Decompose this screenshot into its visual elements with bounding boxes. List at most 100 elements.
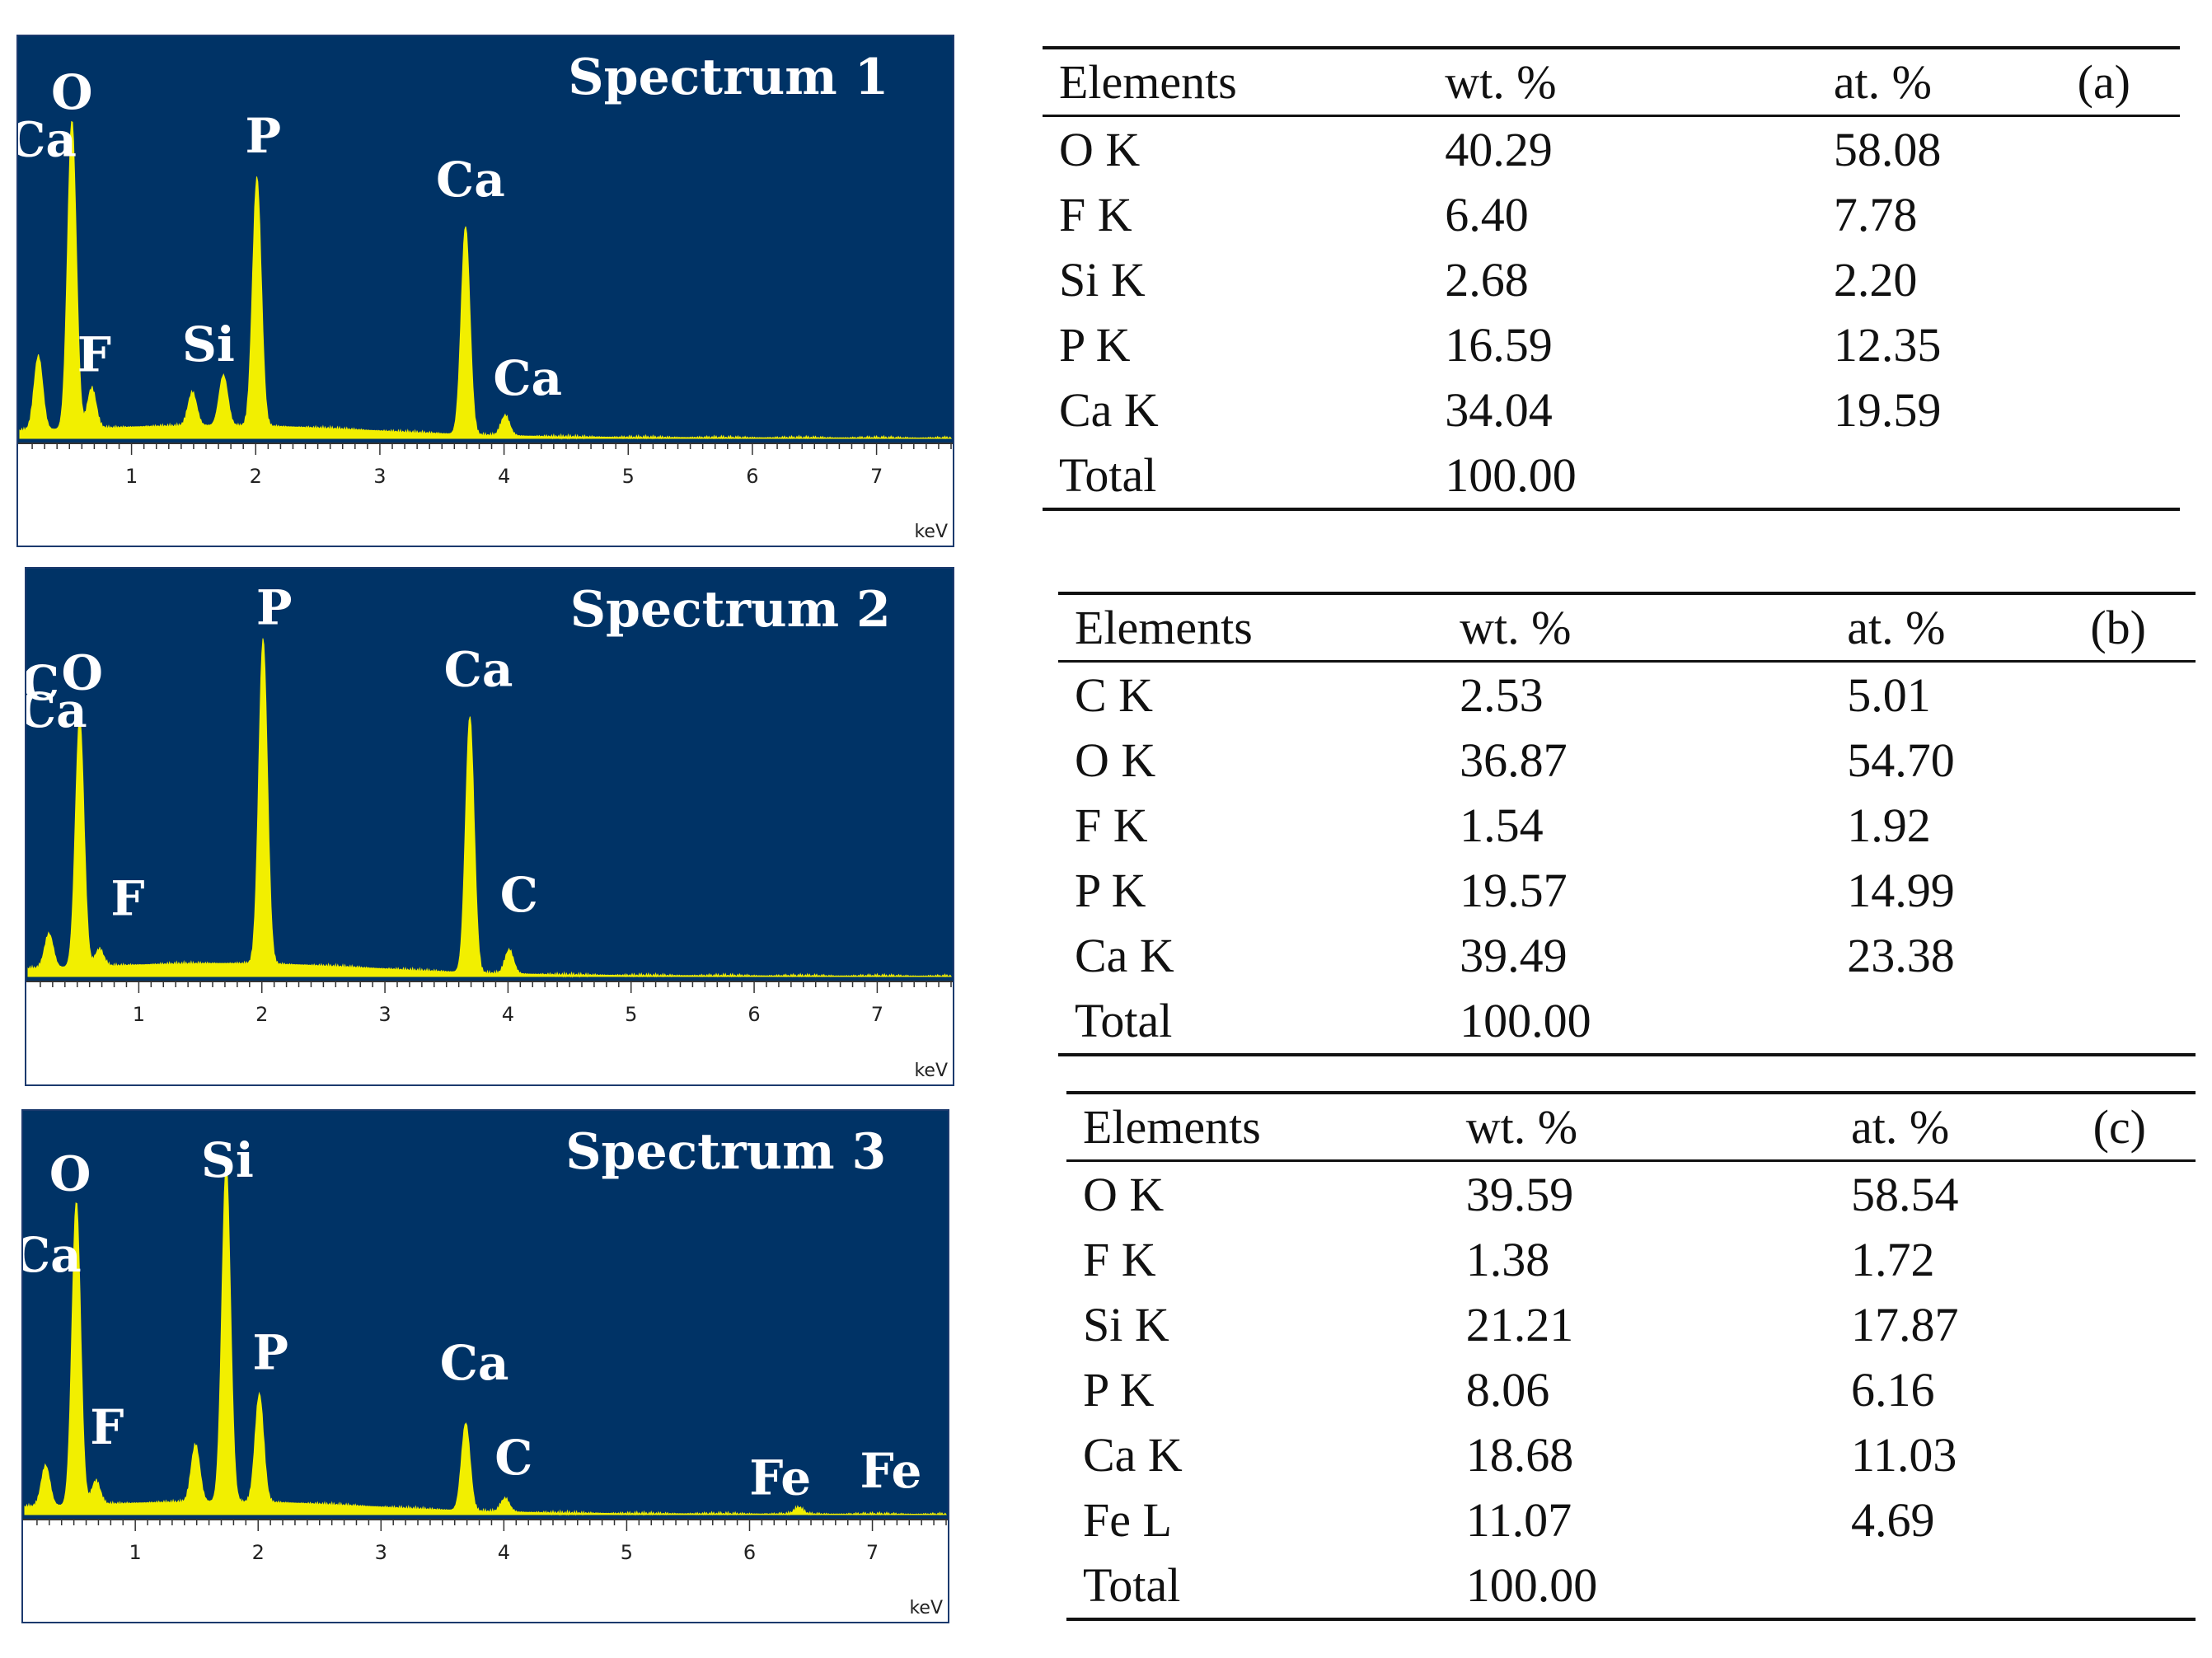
peak-label: O bbox=[51, 64, 93, 120]
peak-label: O bbox=[61, 644, 103, 700]
wt-cell: 21.21 bbox=[1465, 1298, 1574, 1351]
element-cell: F K bbox=[1075, 799, 1148, 852]
spectrum-trace bbox=[24, 1163, 947, 1516]
x-tick-label: 1 bbox=[133, 1003, 145, 1026]
table-row-total: Total 100.00 bbox=[1043, 443, 2180, 508]
element-cell: P K bbox=[1083, 1363, 1155, 1417]
peak-label: Ca bbox=[26, 682, 87, 738]
wt-cell: 1.38 bbox=[1465, 1233, 1550, 1286]
spectrum-panel-2: 1 2 3 4 5 6 7 keV Spectrum 2 P O C Ca F Ca C bbox=[25, 567, 954, 1086]
spectrum-chart-3: 1 2 3 4 5 6 7 keV Spectrum 3 O Si Ca P F Ca C Fe Fe bbox=[23, 1111, 948, 1618]
composition-table-c: Elements wt. % at. % (c) O K 39.59 58.54 F… bbox=[1066, 1091, 2196, 1621]
peak-label: P bbox=[245, 108, 281, 164]
at-cell bbox=[1817, 443, 2061, 508]
peak-label: Fe bbox=[860, 1443, 921, 1499]
peak-label: Ca bbox=[493, 350, 562, 406]
x-tick-label: 4 bbox=[498, 1541, 510, 1564]
composition-table-a: Elements wt. % at. % (a) O K 40.29 58.08 F… bbox=[1043, 46, 2180, 511]
element-cell: Total bbox=[1075, 994, 1173, 1047]
header-at: at. % bbox=[1834, 1094, 2077, 1162]
table-row: Ca K 34.04 19.59 bbox=[1043, 377, 2180, 443]
at-cell: 12.35 bbox=[1833, 318, 1942, 372]
x-tick-label: 3 bbox=[373, 465, 386, 488]
header-wt: wt. % bbox=[1428, 49, 1817, 117]
at-cell: 14.99 bbox=[1847, 864, 1955, 917]
table-header-row: Elements wt. % at. % (b) bbox=[1058, 595, 2196, 663]
wt-cell: 1.54 bbox=[1460, 799, 1544, 852]
wt-cell: 100.00 bbox=[1460, 994, 1591, 1047]
wt-cell: 19.57 bbox=[1460, 864, 1568, 917]
table-tag: (a) bbox=[2060, 49, 2180, 117]
spectrum-panel-3: 1 2 3 4 5 6 7 keV Spectrum 3 O Si Ca P F Ca C Fe Fe bbox=[21, 1109, 949, 1623]
element-cell: O K bbox=[1059, 123, 1141, 176]
table-row-total: Total 100.00 bbox=[1058, 988, 2196, 1053]
plot-background bbox=[23, 1111, 948, 1520]
at-cell: 2.20 bbox=[1833, 253, 1918, 307]
table-row-total: Total 100.00 bbox=[1066, 1553, 2196, 1618]
at-cell: 5.01 bbox=[1847, 668, 1931, 722]
table-row: O K 39.59 58.54 bbox=[1066, 1161, 2196, 1228]
x-unit-label: keV bbox=[914, 522, 948, 542]
x-tick-label: 6 bbox=[746, 465, 758, 488]
x-tick-label: 5 bbox=[621, 1541, 633, 1564]
peak-label: P bbox=[252, 1325, 288, 1381]
header-elements: Elements bbox=[1066, 1094, 1450, 1162]
peak-label: Ca bbox=[18, 111, 77, 167]
spectrum-trace bbox=[27, 638, 952, 978]
element-cell: Fe L bbox=[1083, 1493, 1172, 1547]
wt-cell: 2.68 bbox=[1445, 253, 1529, 307]
spectrum-title: Spectrum 1 bbox=[568, 49, 888, 106]
element-cell: Ca K bbox=[1083, 1428, 1183, 1482]
header-wt: wt. % bbox=[1449, 1094, 1835, 1162]
x-tick-label: 3 bbox=[378, 1003, 391, 1026]
wt-cell: 16.59 bbox=[1445, 318, 1553, 372]
at-cell: 11.03 bbox=[1850, 1428, 1957, 1482]
peak-label: Ca bbox=[23, 1227, 82, 1283]
spectrum-title: Spectrum 2 bbox=[570, 581, 891, 639]
element-cell: O K bbox=[1075, 733, 1156, 787]
element-cell: Si K bbox=[1083, 1298, 1169, 1351]
table-row: O K 36.87 54.70 bbox=[1058, 728, 2196, 793]
at-cell: 58.54 bbox=[1850, 1168, 1959, 1221]
header-at: at. % bbox=[1830, 595, 2074, 663]
x-unit-label: keV bbox=[909, 1598, 943, 1618]
x-tick-label: 7 bbox=[870, 465, 883, 488]
table-row: Si K 21.21 17.87 bbox=[1066, 1292, 2196, 1357]
spectrum-title: Spectrum 3 bbox=[565, 1123, 886, 1181]
spectrum-panel-1: 1 2 3 4 5 6 7 keV Spectrum 1 O Ca F Si P Ca Ca bbox=[16, 35, 954, 547]
x-tick-label: 1 bbox=[125, 465, 138, 488]
table-tag: (b) bbox=[2074, 595, 2196, 663]
peak-label: P bbox=[256, 580, 293, 636]
wt-cell: 39.49 bbox=[1460, 929, 1568, 982]
element-cell: Total bbox=[1083, 1558, 1181, 1612]
element-cell: C K bbox=[1075, 668, 1154, 722]
peak-label: Ca bbox=[444, 641, 513, 697]
at-cell: 17.87 bbox=[1850, 1298, 1959, 1351]
at-cell: 7.78 bbox=[1833, 188, 1918, 241]
at-cell: 1.92 bbox=[1847, 799, 1931, 852]
x-tick-label: 4 bbox=[502, 1003, 514, 1026]
table-row: F K 1.38 1.72 bbox=[1066, 1227, 2196, 1292]
at-cell: 6.16 bbox=[1850, 1363, 1935, 1417]
peak-label: F bbox=[90, 1399, 124, 1455]
header-elements: Elements bbox=[1058, 595, 1444, 663]
peak-label: C bbox=[26, 655, 59, 711]
peak-label: Si bbox=[182, 316, 235, 372]
wt-cell: 100.00 bbox=[1445, 448, 1577, 502]
wt-cell: 18.68 bbox=[1465, 1428, 1574, 1482]
x-tick-label: 7 bbox=[866, 1541, 879, 1564]
wt-cell: 2.53 bbox=[1460, 668, 1544, 722]
peak-label: C bbox=[500, 867, 538, 923]
table-row: Si K 2.68 2.20 bbox=[1043, 247, 2180, 312]
at-cell bbox=[1830, 988, 2074, 1053]
peak-label: C bbox=[494, 1430, 532, 1486]
element-cell: O K bbox=[1083, 1168, 1165, 1221]
peak-label: F bbox=[77, 326, 111, 382]
wt-cell: 39.59 bbox=[1465, 1168, 1574, 1221]
table-row: P K 19.57 14.99 bbox=[1058, 858, 2196, 923]
header-at: at. % bbox=[1816, 49, 2061, 117]
element-cell: P K bbox=[1075, 864, 1146, 917]
at-cell: 4.69 bbox=[1850, 1493, 1935, 1547]
